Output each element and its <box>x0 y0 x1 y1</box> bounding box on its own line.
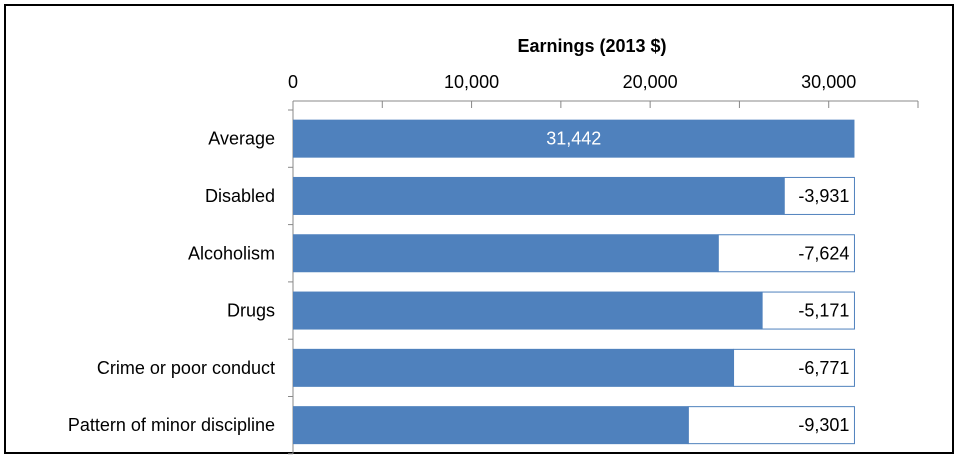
bar-earnings-gap <box>761 291 855 330</box>
x-tick-label: 20,000 <box>623 72 678 92</box>
category-label: Drugs <box>227 301 275 321</box>
category-label: Disabled <box>205 186 275 206</box>
category-axis: Average Disabled Alcoholism Drugs Crime or p… <box>68 101 294 455</box>
x-axis: 0 10,000 20,000 30,000 <box>288 72 919 108</box>
data-label: -9,301 <box>798 415 849 435</box>
bar-earnings-gap <box>717 234 855 273</box>
bar-earnings-gap <box>733 348 855 387</box>
category-label: Crime or poor conduct <box>97 358 275 378</box>
bar-earnings <box>293 176 785 215</box>
bar-earnings <box>293 234 719 273</box>
x-tick-label: 0 <box>288 72 298 92</box>
data-label: -6,771 <box>798 358 849 378</box>
bar-earnings-gap <box>783 176 855 215</box>
data-label: -5,171 <box>798 301 849 321</box>
bar-earnings <box>293 291 763 330</box>
bar-earnings <box>293 406 689 445</box>
category-label: Pattern of minor discipline <box>68 415 275 435</box>
bar-earnings <box>293 119 855 158</box>
data-label: -3,931 <box>798 186 849 206</box>
bar-earnings-gap <box>687 406 855 445</box>
data-label: -7,624 <box>798 243 849 263</box>
x-tick-label: 30,000 <box>801 72 856 92</box>
x-tick-label: 10,000 <box>444 72 499 92</box>
category-label: Average <box>208 129 275 149</box>
category-label: Alcoholism <box>188 243 275 263</box>
bar-earnings <box>293 348 734 387</box>
x-axis-title: Earnings (2013 $) <box>517 36 666 56</box>
data-label: 31,442 <box>546 129 601 149</box>
bars: 31,442 -3,931 -7,624 -5,171 -6,771 -9,301 <box>293 119 855 445</box>
